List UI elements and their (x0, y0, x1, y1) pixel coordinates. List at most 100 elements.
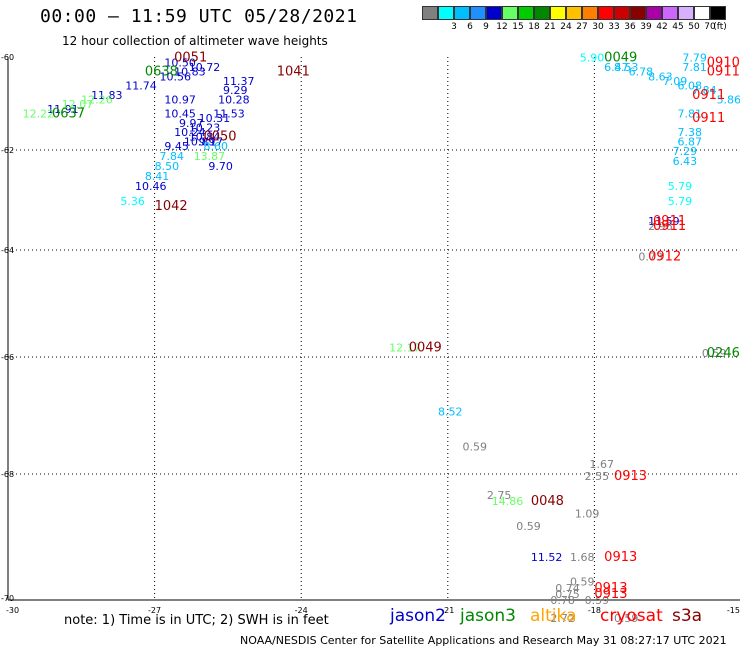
time-label: 0051 (174, 51, 207, 66)
swh-value: 8.52 (438, 406, 463, 419)
swh-value: 10.84 (189, 131, 221, 144)
lat-tick-label: -62 (1, 146, 14, 155)
scale-tick-label: 12 (496, 22, 508, 32)
legend-item-jason2: jason2 (390, 606, 446, 626)
swh-value: 11.59 (648, 215, 680, 228)
scale-tick-label: 3 (451, 22, 457, 32)
swh-value: 14.86 (492, 495, 524, 508)
swh-value: 0.59 (570, 576, 595, 589)
note: note: 1) Time is in UTC; 2) SWH is in fe… (64, 613, 329, 628)
time-label: 0913 (594, 587, 627, 602)
scale-swatch (534, 6, 550, 20)
scale-tick-label: 50 (688, 22, 700, 32)
scale-swatch (438, 6, 454, 20)
time-label: 0911 (707, 65, 740, 80)
swh-value: 10.45 (164, 107, 196, 120)
scale-tick-label: 15 (512, 22, 524, 32)
lon-tick-label: -15 (727, 606, 740, 615)
time-label: 0050 (203, 130, 236, 145)
swh-value: 7.09 (663, 75, 688, 88)
swh-value: 13.87 (194, 150, 226, 163)
scale-swatch (710, 6, 726, 20)
scale-unit: (ft) (713, 22, 727, 32)
footer-credit: NOAA/NESDIS Center for Satellite Applica… (240, 634, 727, 647)
time-label: 0911 (692, 88, 725, 103)
scale-swatch (630, 6, 646, 20)
lon-tick-label: -27 (148, 606, 161, 615)
swh-value: 12.22 (23, 107, 55, 120)
time-label: 0912 (648, 250, 681, 265)
time-label: 0637 (52, 106, 85, 121)
swh-value: 0.59 (462, 441, 487, 454)
lat-tick-label: -70 (1, 594, 14, 603)
scale-tick-label: 33 (608, 22, 620, 32)
swh-value: 1.68 (570, 551, 595, 564)
swh-value: 1.67 (590, 458, 615, 471)
scale-tick-label: 9 (483, 22, 489, 32)
swh-value: 0.73 (638, 251, 663, 264)
scale-swatch (502, 6, 518, 20)
swh-value: 10.72 (189, 61, 221, 74)
swh-value: 8.53 (614, 61, 639, 74)
swh-value: 0.59 (614, 612, 639, 625)
time-label: 0048 (531, 494, 564, 509)
scale-tick-label: 70 (704, 22, 716, 32)
scale-tick-label: 21 (544, 22, 556, 32)
scale-swatch (422, 6, 438, 20)
swh-value: 1.09 (575, 507, 600, 520)
lat-tick-label: -68 (1, 470, 14, 479)
swh-value: 9.45 (164, 140, 189, 153)
scale-swatch (598, 6, 614, 20)
scale-swatch (662, 6, 678, 20)
lon-tick-label: -24 (295, 606, 308, 615)
swh-value: 10.97 (164, 94, 196, 107)
scale-tick-label: 36 (624, 22, 636, 32)
time-label: 0911 (653, 219, 686, 234)
lon-tick-label: -18 (588, 606, 601, 615)
scale-swatch (550, 6, 566, 20)
swh-value: 9.97 (179, 117, 204, 130)
swh-value: 7.29 (673, 145, 698, 158)
lon-tick-label: -30 (6, 606, 19, 615)
swh-value: 6.47 (604, 61, 629, 74)
swh-value: 2.72 (550, 612, 575, 625)
time-label: 0246 (707, 346, 740, 361)
swh-value: 6.43 (673, 155, 698, 168)
scale-swatch (518, 6, 534, 20)
time-label: 0910 (707, 55, 740, 70)
scale-swatch (678, 6, 694, 20)
swh-value: 0.59 (585, 594, 610, 607)
swh-value: 7.38 (677, 126, 702, 139)
swh-value: 5.79 (668, 195, 693, 208)
lat-tick-label: -66 (1, 353, 14, 362)
scale-tick-label: 30 (592, 22, 604, 32)
time-label: 0638 (145, 65, 178, 80)
lat-tick-label: -60 (1, 53, 14, 62)
swh-value: 8.60 (203, 140, 228, 153)
scale-tick-label: 6 (467, 22, 473, 32)
swh-value: 10.31 (199, 112, 231, 125)
scale-swatch (486, 6, 502, 20)
swh-value: 7.84 (159, 150, 184, 163)
swh-value: 0.59 (516, 520, 541, 533)
scale-tick-label: 18 (528, 22, 540, 32)
time-label: 1041 (277, 65, 310, 80)
swh-value: 11.53 (213, 107, 245, 120)
swh-value: 6.78 (629, 66, 654, 79)
scale-swatch (566, 6, 582, 20)
swh-value: 7.79 (682, 52, 707, 65)
scale-tick-label: 39 (640, 22, 652, 32)
map-title: 00:00 – 11:59 UTC 05/28/2021 (40, 6, 358, 27)
swh-value: 11.74 (125, 80, 157, 93)
time-label: 0913 (594, 581, 627, 596)
swh-value: 10.24 (174, 126, 206, 139)
swh-value: 5.79 (668, 180, 693, 193)
swh-value: 10.50 (164, 56, 196, 69)
time-label: 0911 (692, 111, 725, 126)
swh-value: 11.37 (223, 75, 255, 88)
swh-value: 2.75 (487, 489, 512, 502)
scale-swatch (694, 6, 710, 20)
swh-value: 10.46 (135, 180, 167, 193)
time-label: 0911 (653, 214, 686, 229)
